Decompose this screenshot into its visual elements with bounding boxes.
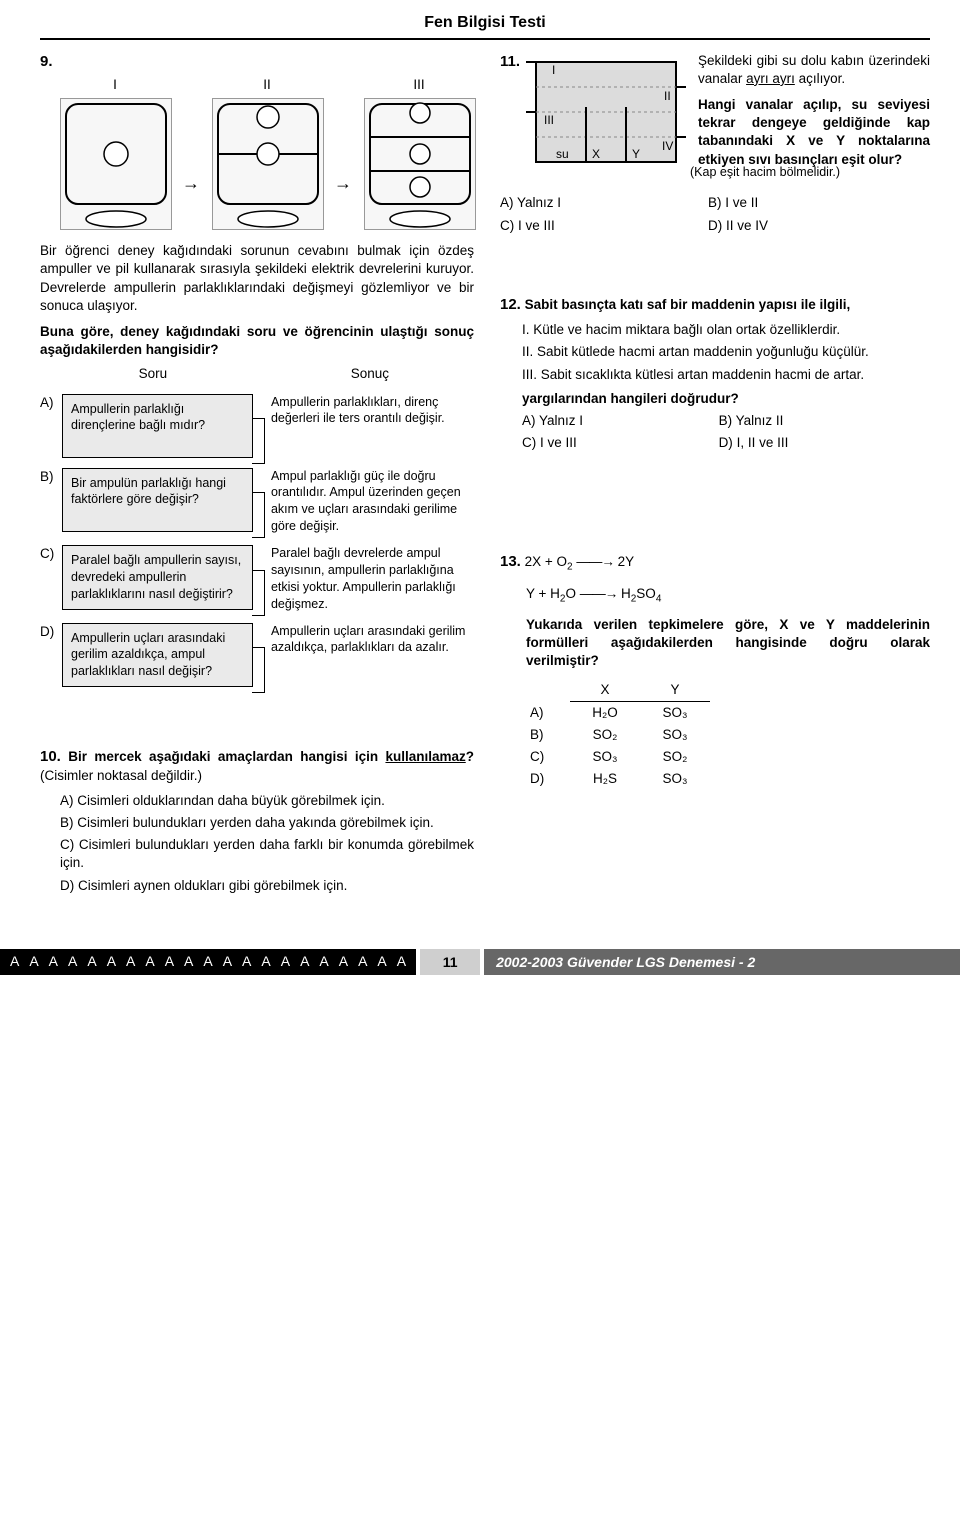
svg-text:II: II — [664, 89, 671, 103]
q9-head-sonuc: Sonuç — [266, 365, 474, 383]
q10-option-d[interactable]: D) Cisimleri aynen oldukları gibi görebi… — [60, 877, 474, 895]
q13-head-y: Y — [640, 679, 710, 702]
q9-opt-d-letter: D) — [40, 623, 62, 641]
q9-number: 9. — [40, 52, 53, 72]
svg-text:I: I — [552, 63, 555, 77]
bracket-icon — [252, 418, 265, 464]
bracket-icon — [252, 492, 265, 538]
question-13: 13. 2X + O2 ——→ 2Y Y + H2O ——→ H2SO4 Yuk… — [500, 552, 930, 790]
svg-text:III: III — [544, 113, 554, 127]
q12-stem: Sabit basınçta katı saf bir maddenin yap… — [525, 297, 851, 312]
q11-intro-underline: ayrı ayrı — [746, 71, 795, 86]
question-10: 10. Bir mercek aşağıdaki amaçlardan hang… — [40, 747, 474, 895]
q11-figure: I II III IV su X Y — [526, 52, 686, 182]
q9-opt-d-soru[interactable]: Ampullerin uçları arasındaki gerilim aza… — [62, 623, 253, 688]
q9-circuit-3 — [364, 98, 476, 230]
q12-option-b[interactable]: B) Yalnız II — [719, 412, 900, 430]
q13-table: X Y A) H₂O SO₃ B) SO₂ SO₃ C) — [530, 679, 930, 791]
q10-number: 10. — [40, 748, 61, 765]
q9-opt-c-letter: C) — [40, 545, 62, 563]
q9-opt-b-letter: B) — [40, 468, 62, 486]
q9-arrow-2: → — [334, 76, 352, 230]
q12-roman-1: I. Kütle ve hacim miktara bağlı olan ort… — [522, 321, 930, 339]
q9-label-1: I — [60, 76, 170, 94]
q9-opt-b-soru[interactable]: Bir ampulün parlaklığı hangi faktörlere … — [62, 468, 253, 532]
q11-option-c[interactable]: C) I ve III — [500, 217, 692, 235]
page-title: Fen Bilgisi Testi — [40, 12, 930, 34]
svg-text:X: X — [592, 147, 600, 161]
q10-stem-prefix: Bir mercek aşağıdaki amaçlardan hangisi … — [68, 749, 385, 764]
q9-label-2: II — [212, 76, 322, 94]
q13-number: 13. — [500, 553, 521, 570]
q13-eq1: 2X + O2 ——→ 2Y — [525, 554, 635, 569]
q10-option-b[interactable]: B) Cisimleri bulundukları yerden daha ya… — [60, 814, 474, 832]
q9-opt-c-sonuc: Paralel bağlı devrelerde ampul sayısının… — [253, 545, 471, 613]
q10-option-a[interactable]: A) Cisimleri olduklarından daha büyük gö… — [60, 792, 474, 810]
q12-number: 12. — [500, 296, 521, 313]
q11-bold: Hangi vanalar açılıp, su seviyesi tekrar… — [698, 97, 930, 167]
page-footer: AAAAAAAAAAAAAAAAAAAAA 11 2002-2003 Güven… — [0, 949, 960, 975]
svg-text:su: su — [556, 147, 569, 161]
q11-option-a[interactable]: A) Yalnız I — [500, 194, 692, 212]
q10-stem-note: (Cisimler noktasal değildir.) — [40, 768, 202, 783]
q12-roman-3: III. Sabit sıcaklıkta kütlesi artan madd… — [522, 366, 930, 384]
q12-option-c[interactable]: C) I ve III — [522, 434, 703, 452]
q10-option-c[interactable]: C) Cisimleri bulundukları yerden daha fa… — [60, 836, 474, 872]
q9-opt-c-soru[interactable]: Paralel bağlı ampullerin sayısı, devrede… — [62, 545, 253, 610]
q13-eq2: Y + H2O ——→ H2SO4 — [500, 585, 930, 606]
q13-row-d[interactable]: D) H₂S SO₃ — [530, 768, 930, 790]
header-rule — [40, 38, 930, 40]
q11-option-b[interactable]: B) I ve II — [708, 194, 900, 212]
q9-opt-a-soru[interactable]: Ampullerin parlaklığı dirençlerine bağlı… — [62, 394, 253, 458]
q12-bold: yargılarından hangileri doğrudur? — [500, 390, 930, 408]
footer-arrows: AAAAAAAAAAAAAAAAAAAAA — [0, 952, 416, 971]
q9-head-soru: Soru — [40, 365, 266, 383]
q9-opt-b-sonuc: Ampul parlaklığı güç ile doğru orantılıd… — [253, 468, 471, 536]
q10-stem-suffix: ? — [466, 749, 474, 764]
q11-number: 11. — [500, 52, 520, 182]
question-9: 9. I → II — [40, 52, 474, 688]
q11-intro-suffix: açılıyor. — [795, 71, 845, 86]
q9-bold: Buna göre, deney kağıdındaki soru ve öğr… — [40, 323, 474, 359]
footer-source: 2002-2003 Güvender LGS Denemesi - 2 — [484, 949, 960, 975]
q13-head-x: X — [570, 679, 640, 702]
q13-row-b[interactable]: B) SO₂ SO₃ — [530, 724, 930, 746]
q9-circuit-1 — [60, 98, 172, 230]
q12-roman-2: II. Sabit kütlede hacmi artan maddenin y… — [522, 343, 930, 361]
q13-row-c[interactable]: C) SO₃ SO₂ — [530, 746, 930, 768]
q9-label-3: III — [364, 76, 474, 94]
question-11: 11. I II — [500, 52, 930, 235]
q9-opt-d-sonuc: Ampullerin uçları arasındaki gerilim aza… — [253, 623, 471, 657]
q12-option-d[interactable]: D) I, II ve III — [719, 434, 900, 452]
bracket-icon — [252, 570, 265, 616]
svg-text:Y: Y — [632, 147, 640, 161]
q9-opt-a-letter: A) — [40, 394, 62, 412]
q12-option-a[interactable]: A) Yalnız I — [522, 412, 703, 430]
q9-paragraph: Bir öğrenci deney kağıdındaki sorunun ce… — [40, 242, 474, 315]
q9-circuit-2 — [212, 98, 324, 230]
q13-bold: Yukarıda verilen tepkimelere göre, X ve … — [500, 616, 930, 671]
q11-option-d[interactable]: D) II ve IV — [708, 217, 900, 235]
svg-text:IV: IV — [662, 139, 673, 153]
bracket-icon — [252, 647, 265, 693]
q13-row-a[interactable]: A) H₂O SO₃ — [530, 702, 930, 724]
q9-opt-a-sonuc: Ampullerin parlaklıkları, direnç değerle… — [253, 394, 471, 428]
question-12: 12. Sabit basınçta katı saf bir maddenin… — [500, 295, 930, 453]
q10-stem-underline: kullanılamaz — [385, 749, 465, 764]
q9-arrow-1: → — [182, 76, 200, 230]
footer-page: 11 — [420, 949, 480, 975]
